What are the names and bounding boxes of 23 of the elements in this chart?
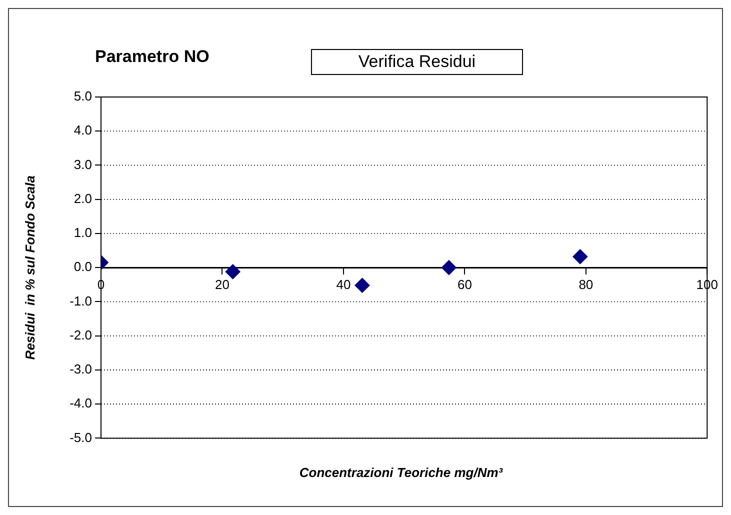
- x-tick-label: 80: [578, 276, 594, 292]
- x-tick-label: 60: [457, 276, 472, 292]
- point: [572, 249, 588, 264]
- y-tick-label: 1.0: [74, 225, 92, 240]
- y-tick-label: 5.0: [74, 88, 92, 104]
- y-tick-label: 3.0: [74, 156, 92, 172]
- y-tick-label: 2.0: [74, 190, 92, 206]
- chart-title: Parametro NO: [95, 47, 210, 67]
- point: [354, 278, 370, 293]
- point: [225, 264, 240, 280]
- y-tick-label: -1.0: [70, 293, 92, 308]
- y-tick-label: 0.0: [74, 259, 92, 274]
- y-tick-label: -5.0: [70, 430, 92, 445]
- x-tick-label: 20: [214, 276, 230, 292]
- x-axis-title: Concentrazioni Teoriche mg/Nm³: [298, 465, 504, 480]
- y-tick-label: -3.0: [70, 362, 92, 377]
- text: Verifica Residui: [311, 49, 523, 75]
- y-axis-title: Residui in % sul Fondo Scala: [22, 176, 38, 360]
- point: [441, 260, 456, 276]
- y-tick-label: -2.0: [70, 327, 92, 342]
- y-tick-label: 4.0: [74, 122, 92, 138]
- x-tick-label: 40: [336, 276, 351, 292]
- y-tick-label: -4.0: [70, 396, 92, 411]
